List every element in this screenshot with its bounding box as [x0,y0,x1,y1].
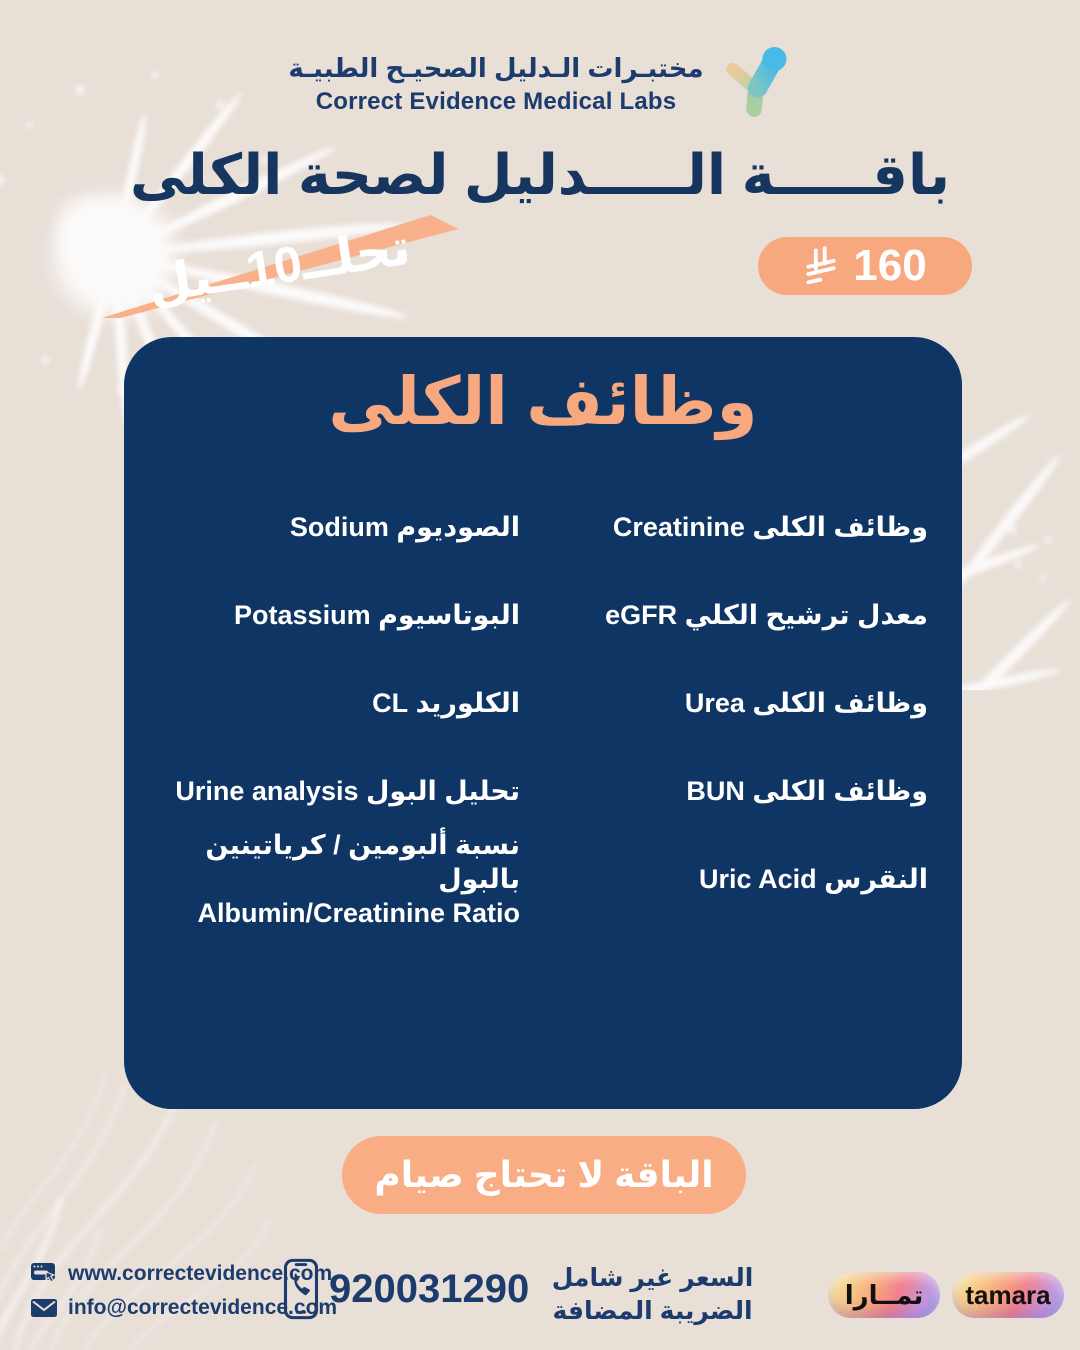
tamara-badge-arabic[interactable]: تمــارا [828,1272,940,1318]
tests-count-text: تحلــ10ــيل [144,218,414,314]
phone-icon [283,1258,319,1320]
test-item: الكلوريد CL [372,688,520,719]
phone-number[interactable]: 920031290 [329,1266,530,1311]
card-title: وظائف الكلى [328,364,758,438]
test-item-acr-arabic: نسبة ألبومين / كرياتينين بالبول [205,830,520,895]
test-item: النقرس Uric Acid [699,864,928,895]
vat-note: السعر غير شامل الضريبة المضافة [545,1262,760,1327]
logo-arabic-name: مختبـرات الـدليل الصحيـح الطبيـة [288,52,704,83]
logo-english-name: Correct Evidence Medical Labs [315,87,677,115]
test-item: الصوديوم Sodium [289,512,520,543]
test-item: وظائف الكلى Creatinine [612,512,928,543]
fasting-badge: الباقة لا تحتاج صيام [342,1136,746,1214]
header: مختبـرات الـدليل الصحيـح الطبيـة Correct… [0,42,1080,126]
test-item: معدل ترشيح الكلي eGFR [605,600,928,631]
vat-note-line1: السعر غير شامل [551,1264,754,1292]
website-row: www.correctevidence.com [30,1262,337,1286]
footer-contact: www.correctevidence.com info@correctevid… [30,1262,337,1320]
price-value: 160 [853,241,927,290]
page-title: باقـــــة الـــــدليل لصحة الكلى [129,143,951,206]
tests-count-badge: تحلــ10ــيل [94,211,464,320]
test-item: تحليل البول Urine analysis [175,776,520,807]
package-card: وظائف الكلى وظائف الكلى Creatinine معدل … [124,337,962,1109]
test-item: وظائف الكلى Urea [684,688,928,719]
vat-note-line2: الضريبة المضافة [552,1296,753,1325]
fasting-badge-text: الباقة لا تحتاج صيام [374,1154,714,1195]
footer-phone: 920031290 [283,1258,529,1320]
tests-column-left: الصوديوم Sodium البوتاسيوم Potassium الك… [164,484,520,928]
tests-list: وظائف الكلى Creatinine معدل ترشيح الكلي … [124,440,962,928]
price-badge: 160 [758,237,972,295]
saudi-riyal-icon [806,246,836,285]
test-item-acr: نسبة ألبومين / كرياتينين بالبول Albumin/… [164,830,520,928]
website-link[interactable]: www.correctevidence.com [68,1262,333,1285]
logo-mark-icon [725,47,787,117]
email-row: info@correctevidence.com [30,1296,337,1320]
tamara-arabic-label: تمــارا [844,1280,924,1310]
test-item-acr-english: Albumin/Creatinine Ratio [197,897,520,928]
tamara-english-label: tamara [965,1280,1051,1310]
tests-column-right: وظائف الكلى Creatinine معدل ترشيح الكلي … [572,484,928,924]
logo-text: مختبـرات الـدليل الصحيـح الطبيـة Correct… [288,53,703,116]
test-item: وظائف الكلى BUN [686,776,928,807]
test-item: البوتاسيوم Potassium [234,600,520,631]
email-link[interactable]: info@correctevidence.com [68,1296,338,1319]
website-icon [31,1263,56,1283]
mail-icon [31,1299,57,1317]
tamara-badge-english[interactable]: tamara [952,1272,1064,1318]
